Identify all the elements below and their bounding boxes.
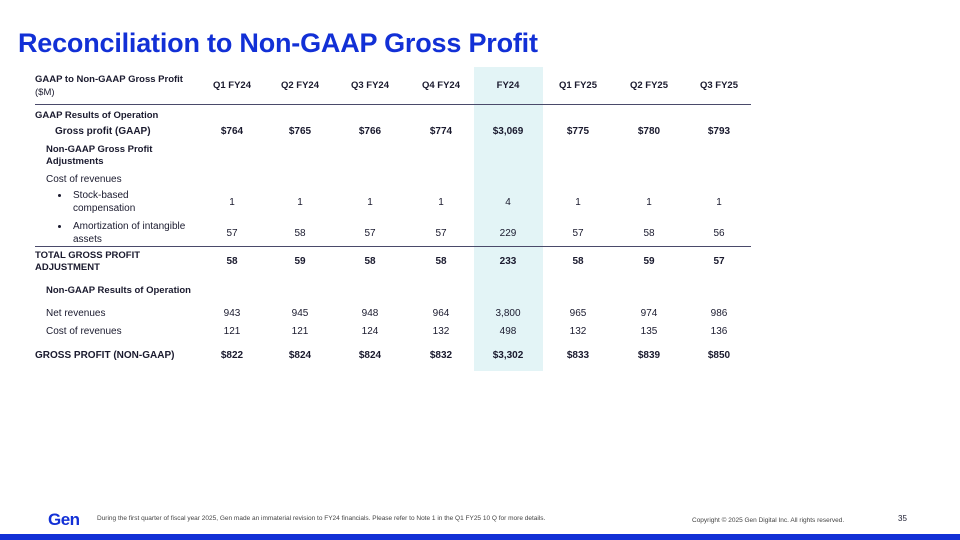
column-header: Q4 FY24 [421,80,461,91]
bullet-icon [58,194,61,197]
table-cell: 974 [640,308,658,319]
bottom-accent-bar [0,534,960,540]
table-cell: 229 [499,228,517,239]
net-revenues-label: Net revenues [46,308,106,319]
table-cell: 58 [226,256,238,267]
table-cell: $3,069 [492,126,524,137]
table-cell: 57 [572,228,584,239]
column-header: Q3 FY25 [699,80,739,91]
copyright: Copyright © 2025 Gen Digital Inc. All ri… [692,517,845,524]
table-cell: 4 [505,197,511,208]
cost-of-revenues-subheading: Cost of revenues [46,174,122,185]
gross-profit-nongaap-label: GROSS PROFIT (NON-GAAP) [35,350,175,361]
adjustments-heading: Non-GAAP Gross Profit [46,144,153,155]
table-cell: $832 [429,350,453,361]
table-cell: $3,302 [492,350,524,361]
cost-of-revenues-label: Cost of revenues [46,326,122,337]
table-cell: 58 [643,228,655,239]
table-cell: $780 [637,126,661,137]
bullet-icon [58,225,61,228]
table-cell: 135 [640,326,658,337]
table-cell: 124 [361,326,379,337]
column-header: FY24 [496,80,520,91]
table-cell: 59 [643,256,655,267]
table-cell: 58 [572,256,584,267]
table-cell: $839 [637,350,661,361]
table-cell: $822 [220,350,244,361]
table-cell: $824 [358,350,382,361]
table-cell: 1 [367,197,373,208]
amortization-label-line2: assets [73,234,102,245]
table-cell: 58 [294,228,306,239]
column-header: Q1 FY24 [212,80,252,91]
table-cell: $850 [707,350,731,361]
table-header-unit: ($M) [35,87,55,98]
footnote: During the first quarter of fiscal year … [97,515,546,522]
page-number: 35 [898,514,907,523]
stock-based-label: Stock-based [73,190,129,201]
table-header-label: GAAP to Non-GAAP Gross Profit [35,74,183,85]
table-cell: 132 [569,326,587,337]
table-cell: 59 [294,256,306,267]
fy24-column-highlight [474,67,543,371]
section-gaap-results: GAAP Results of Operation [35,110,159,121]
gross-profit-gaap-label: Gross profit (GAAP) [55,126,151,137]
table-cell: 121 [291,326,309,337]
column-header: Q3 FY24 [350,80,390,91]
table-cell: $766 [358,126,382,137]
table-cell: 132 [432,326,450,337]
table-cell: 948 [361,308,379,319]
table-cell: 1 [716,197,722,208]
table-cell: 498 [499,326,517,337]
table-cell: 58 [364,256,376,267]
table-cell: 964 [432,308,450,319]
section-nongaap-results: Non-GAAP Results of Operation [46,285,191,296]
table-cell: $775 [566,126,590,137]
table-cell: 945 [291,308,309,319]
column-header: Q2 FY24 [280,80,320,91]
table-cell: 57 [713,256,725,267]
table-cell: $793 [707,126,731,137]
table-cell: $774 [429,126,453,137]
table-cell: 1 [575,197,581,208]
column-header: Q1 FY25 [558,80,598,91]
table-cell: 943 [223,308,241,319]
table-cell: 1 [297,197,303,208]
table-cell: 57 [226,228,238,239]
table-cell: $824 [288,350,312,361]
table-cell: 136 [710,326,728,337]
table-cell: 1 [438,197,444,208]
total-divider [35,246,751,247]
table-cell: 1 [646,197,652,208]
page-title: Reconciliation to Non-GAAP Gross Profit [18,28,538,58]
table-cell: 986 [710,308,728,319]
table-cell: 57 [435,228,447,239]
table-cell: 58 [435,256,447,267]
table-cell: $764 [220,126,244,137]
table-cell: 965 [569,308,587,319]
total-adjustment-label: TOTAL GROSS PROFIT [35,250,141,261]
table-cell: $833 [566,350,590,361]
header-divider [35,104,751,105]
adjustments-heading-line2: Adjustments [46,156,104,167]
table-cell: $765 [288,126,312,137]
table-cell: 56 [713,228,725,239]
table-cell: 121 [223,326,241,337]
table-cell: 3,800 [495,308,521,319]
total-adjustment-label-line2: ADJUSTMENT [35,262,100,273]
table-cell: 57 [364,228,376,239]
amortization-label: Amortization of intangible [73,221,186,232]
table-cell: 233 [499,256,517,267]
stock-based-label-line2: compensation [73,203,136,214]
table-cell: 1 [229,197,235,208]
column-header: Q2 FY25 [629,80,669,91]
gen-logo: Gen [48,510,80,529]
